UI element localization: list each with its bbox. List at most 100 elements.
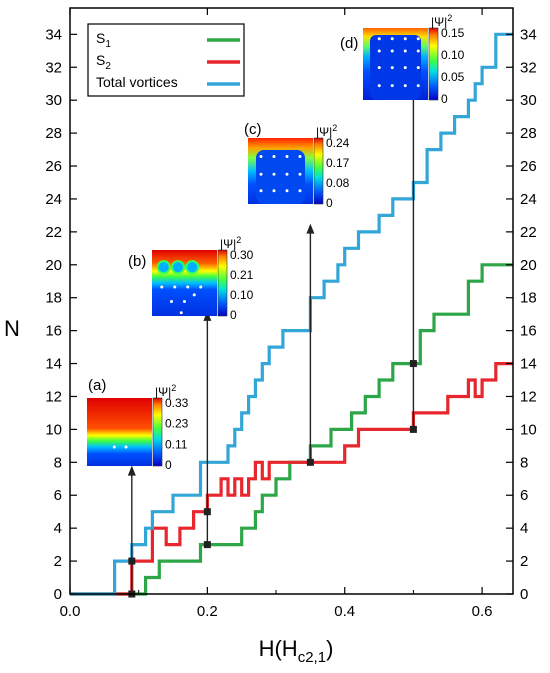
legend-label-s2: S2	[96, 52, 111, 72]
data-marker	[128, 557, 136, 565]
y-tick-label-right: 24	[520, 191, 537, 208]
inset-colorbar	[313, 137, 324, 205]
series-s2-line	[70, 362, 513, 596]
legend-label-total: Total vortices	[96, 74, 178, 90]
y-tick-label-left: 4	[54, 520, 62, 537]
data-marker	[203, 541, 211, 549]
inset-colorbar-tick: 0.24	[326, 136, 350, 150]
y-tick-label-right: 20	[520, 257, 537, 274]
inset-vortex-core	[185, 260, 200, 275]
inset-vortex-dot	[390, 84, 394, 88]
legend: S1 S2 Total vortices	[87, 23, 245, 97]
inset-vortex-dot	[259, 189, 263, 193]
arrow-head-c	[306, 223, 315, 234]
x-axis-title-sub: c2,1	[298, 649, 326, 666]
plot-frame	[69, 7, 514, 595]
inset-psi-sup: 2	[171, 383, 176, 393]
inset-psi: |Ψ|	[155, 385, 171, 399]
inset-vortex-dot	[186, 285, 190, 289]
inset-vortex-dot	[272, 189, 276, 193]
y-tick-label-left: 6	[54, 487, 62, 504]
insets-group: 0.330.230.110|Ψ|2(a)0.300.210.100|Ψ|2(b)…	[87, 13, 465, 472]
inset-colorbar-tick: 0	[326, 196, 333, 210]
inset-colorbar-tick: 0.10	[441, 48, 465, 62]
inset-vortex-dot	[298, 172, 302, 176]
y-tick-label-right: 4	[520, 520, 528, 537]
inset-panel-label: (b)	[128, 253, 146, 270]
y-tick-label-left: 12	[45, 388, 62, 405]
y-tick-label-right: 22	[520, 224, 537, 241]
y-tick-label-left: 8	[54, 454, 62, 471]
y-tick-label-left: 14	[45, 356, 62, 373]
inset-vortex-dot	[390, 37, 394, 41]
inset-colorbar-tick: 0.30	[230, 248, 254, 262]
inset-colorbar-tick: 0.15	[441, 26, 465, 40]
inset-colorbar	[217, 249, 228, 317]
inset-field-region	[256, 150, 305, 204]
inset-colorbar-tick: 0.33	[165, 396, 189, 410]
inset-vortex-dot	[124, 445, 128, 449]
y-tick-label-left: 30	[45, 92, 62, 109]
inset-colorbar-tick: 0	[441, 92, 448, 106]
inset-vortex-core	[156, 260, 171, 275]
arrow-head-a	[127, 465, 136, 476]
inset-psi: |Ψ|	[316, 125, 332, 139]
inset-a: 0.33 0.23 0.11 0 |Ψ|2 (a)	[87, 377, 189, 472]
y-axis-title: N	[4, 316, 20, 341]
y-tick-label-right: 28	[520, 125, 537, 142]
data-marker	[409, 360, 417, 368]
inset-psi: |Ψ|	[220, 237, 236, 251]
y-tick-label-right: 2	[520, 553, 528, 570]
x-tick-label: 0.2	[197, 603, 218, 620]
y-tick-label-right: 16	[520, 323, 537, 340]
inset-b: 0.30 0.21 0.10 0 |Ψ|2 (b)	[128, 235, 254, 322]
inset-colorbar-tick: 0.23	[165, 417, 189, 431]
data-marker	[409, 425, 417, 433]
inset-psi: |Ψ|	[431, 15, 447, 29]
inset-colorbar-title: |Ψ|2	[316, 123, 337, 139]
y-tick-label-left: 32	[45, 59, 62, 76]
inset-panel-label: (d)	[340, 35, 358, 52]
inset-psi-sup: 2	[332, 123, 337, 133]
inset-vortex-dot	[272, 154, 276, 158]
inset-field-region	[370, 35, 421, 100]
data-marker	[306, 458, 314, 466]
y-tick-label-left: 18	[45, 290, 62, 307]
inset-panel-label: (c)	[244, 121, 262, 138]
y-tick-label-left: 0	[54, 586, 62, 603]
inset-vortex-dot	[259, 154, 263, 158]
inset-colorbar	[428, 27, 439, 101]
inset-vortex-dot	[285, 154, 289, 158]
y-tick-label-left: 22	[45, 224, 62, 241]
inset-vortex-dot	[192, 293, 196, 297]
series-total-line	[70, 32, 513, 596]
y-tick-label-left: 26	[45, 158, 62, 175]
y-tick-label-right: 6	[520, 487, 528, 504]
inset-colorbar-tick: 0	[165, 458, 172, 472]
inset-vortex-dot	[416, 49, 420, 53]
inset-vortex-dot	[377, 49, 381, 53]
inset-vortex-dot	[259, 172, 263, 176]
inset-d: 0.15 0.10 0.05 0 |Ψ|2 (d)	[340, 13, 465, 106]
y-tick-label-left: 34	[45, 26, 62, 43]
inset-panel-label: (a)	[88, 377, 106, 394]
inset-vortex-dot	[298, 189, 302, 193]
inset-colorbar-tick: 0.10	[230, 288, 254, 302]
inset-colorbar-tick: 0.08	[326, 176, 350, 190]
inset-colorbar	[152, 397, 163, 467]
inset-vortex-dot	[170, 299, 173, 303]
inset-colorbar-title: |Ψ|2	[155, 383, 176, 399]
inset-vortex-dot	[403, 66, 407, 70]
y-tick-label-right: 14	[520, 356, 537, 373]
inset-vortex-dot	[298, 154, 302, 158]
inset-colorbar-tick: 0	[230, 308, 237, 322]
inset-vortex-dot	[403, 37, 407, 41]
x-tick-label: 0.6	[472, 603, 493, 620]
y-tick-label-right: 10	[520, 421, 537, 438]
inset-field-map	[152, 250, 217, 316]
inset-field-map	[87, 398, 152, 466]
inset-vortex-dot	[416, 37, 420, 41]
inset-vortex-dot	[403, 49, 407, 53]
inset-colorbar-title: |Ψ|2	[431, 13, 452, 29]
